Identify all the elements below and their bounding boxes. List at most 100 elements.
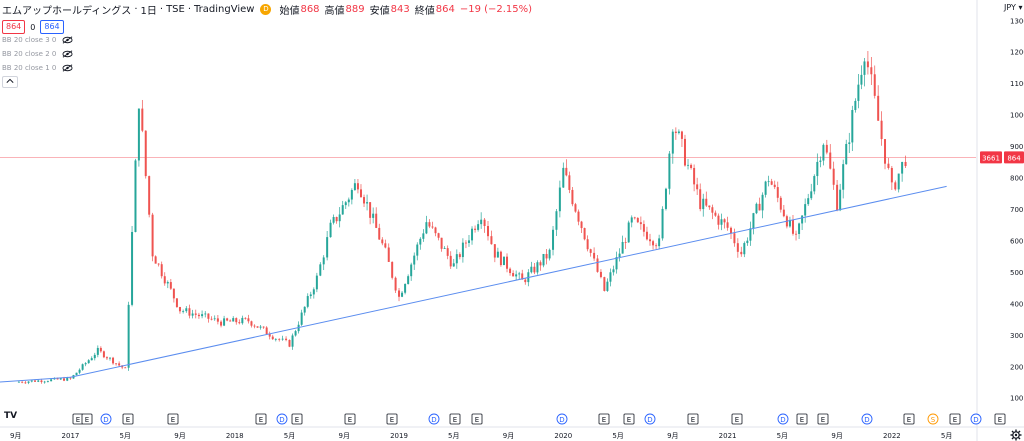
candle-body [404, 284, 407, 293]
candle-body [102, 351, 105, 358]
indicator-row[interactable]: BB 20 close 1 0 [2, 64, 73, 72]
time-tick-label: 9月 [503, 432, 514, 440]
candle-body [467, 240, 470, 243]
currency-selector[interactable]: JPY ▾ [1004, 3, 1023, 12]
price-tick-label: 700 [1010, 206, 1023, 214]
candle-body [758, 203, 761, 211]
candle-body [901, 161, 904, 174]
candle-body [458, 254, 461, 258]
candle-body [782, 209, 785, 217]
candle-body [767, 181, 770, 183]
time-tick-label: 9月 [831, 432, 842, 440]
candle-body [369, 202, 372, 218]
earnings-marker [903, 413, 915, 425]
candle-body [144, 130, 147, 177]
buy-price[interactable]: 864 [40, 20, 64, 34]
d-badge[interactable]: D [260, 3, 272, 15]
candle-body [720, 219, 723, 225]
candle-body [493, 244, 496, 258]
dividend-marker-label: D [973, 416, 978, 424]
earnings-marker-label: E [390, 416, 394, 424]
candle-body [530, 266, 533, 273]
candle-body [216, 318, 219, 322]
candle-body [609, 272, 612, 282]
price-tick-label: 500 [1010, 269, 1023, 277]
candle-body [860, 74, 863, 85]
candle-body [636, 218, 639, 223]
candle-body [825, 144, 828, 153]
chevron-up-icon [6, 78, 14, 83]
candle-body [191, 313, 194, 316]
last-price-tag: 864 [1007, 154, 1021, 162]
candle-body [398, 290, 401, 297]
candle-body [798, 223, 801, 234]
earnings-marker-label: E [735, 416, 739, 424]
candle-body [372, 213, 375, 218]
dividend-marker [777, 413, 789, 425]
price-tick-label: 300 [1010, 332, 1023, 340]
candle-body [378, 227, 381, 240]
candle-body [773, 184, 776, 188]
candle-body [894, 182, 897, 190]
candle-body [416, 244, 419, 256]
time-tick-label: 2021 [719, 432, 737, 440]
candle-body [499, 251, 502, 266]
indicator-label: BB 20 close 2 0 [2, 50, 57, 58]
candle-body [474, 228, 477, 230]
candle-body [175, 298, 178, 308]
candle-body [568, 175, 571, 190]
candle-body [884, 139, 887, 164]
candle-body [294, 331, 297, 336]
candle-body [596, 258, 599, 272]
earnings-marker-label: E [821, 416, 825, 424]
settings-gear-icon[interactable] [1010, 429, 1022, 441]
earnings-marker-label: E [627, 416, 631, 424]
candle-body [434, 227, 437, 234]
candle-body [274, 338, 277, 340]
candle-body [182, 311, 185, 312]
candle-body [730, 227, 732, 234]
candle-body [836, 184, 839, 211]
sell-price[interactable]: 864 [2, 20, 26, 34]
candle-body [350, 190, 353, 200]
candle-body [593, 252, 596, 259]
candle-body [708, 205, 711, 208]
dividend-marker [556, 413, 568, 425]
price-tick-label: 1200 [1010, 49, 1024, 57]
candle-body [639, 222, 642, 225]
candle-body [34, 380, 37, 382]
indicator-row[interactable]: BB 20 close 3 0 [2, 36, 73, 44]
candle-body [829, 152, 832, 169]
candle-body [779, 197, 782, 210]
candle-body [580, 221, 583, 229]
earnings-marker [291, 413, 303, 425]
indicator-row[interactable]: BB 20 close 2 0 [2, 50, 73, 58]
interval[interactable]: 1日 [140, 5, 157, 17]
earnings-marker-label: E [76, 416, 80, 424]
candle-body [804, 204, 807, 216]
dividend-marker [100, 413, 112, 425]
earnings-marker-label: E [953, 416, 957, 424]
dividend-marker [644, 413, 656, 425]
candle-body [268, 334, 271, 337]
candle-body [322, 257, 325, 265]
price-tick-label: 600 [1010, 237, 1023, 245]
eye-icon[interactable] [62, 36, 73, 44]
candle-body [496, 251, 499, 258]
symbol-name[interactable]: エムアップホールディングス [2, 5, 132, 17]
eye-icon[interactable] [62, 50, 73, 58]
collapse-legend-button[interactable] [2, 76, 18, 88]
candle-body [776, 187, 779, 198]
candle-body [366, 202, 369, 204]
time-tick-label: 5月 [284, 432, 295, 440]
candle-body [518, 273, 521, 275]
candle-body [96, 347, 99, 355]
eye-icon[interactable] [62, 64, 73, 72]
candle-body [148, 176, 151, 215]
candle-body [461, 242, 464, 258]
candle-body [714, 212, 717, 216]
time-tick-label: 5月 [777, 432, 788, 440]
candle-body [166, 282, 169, 284]
candle-body [306, 296, 309, 307]
